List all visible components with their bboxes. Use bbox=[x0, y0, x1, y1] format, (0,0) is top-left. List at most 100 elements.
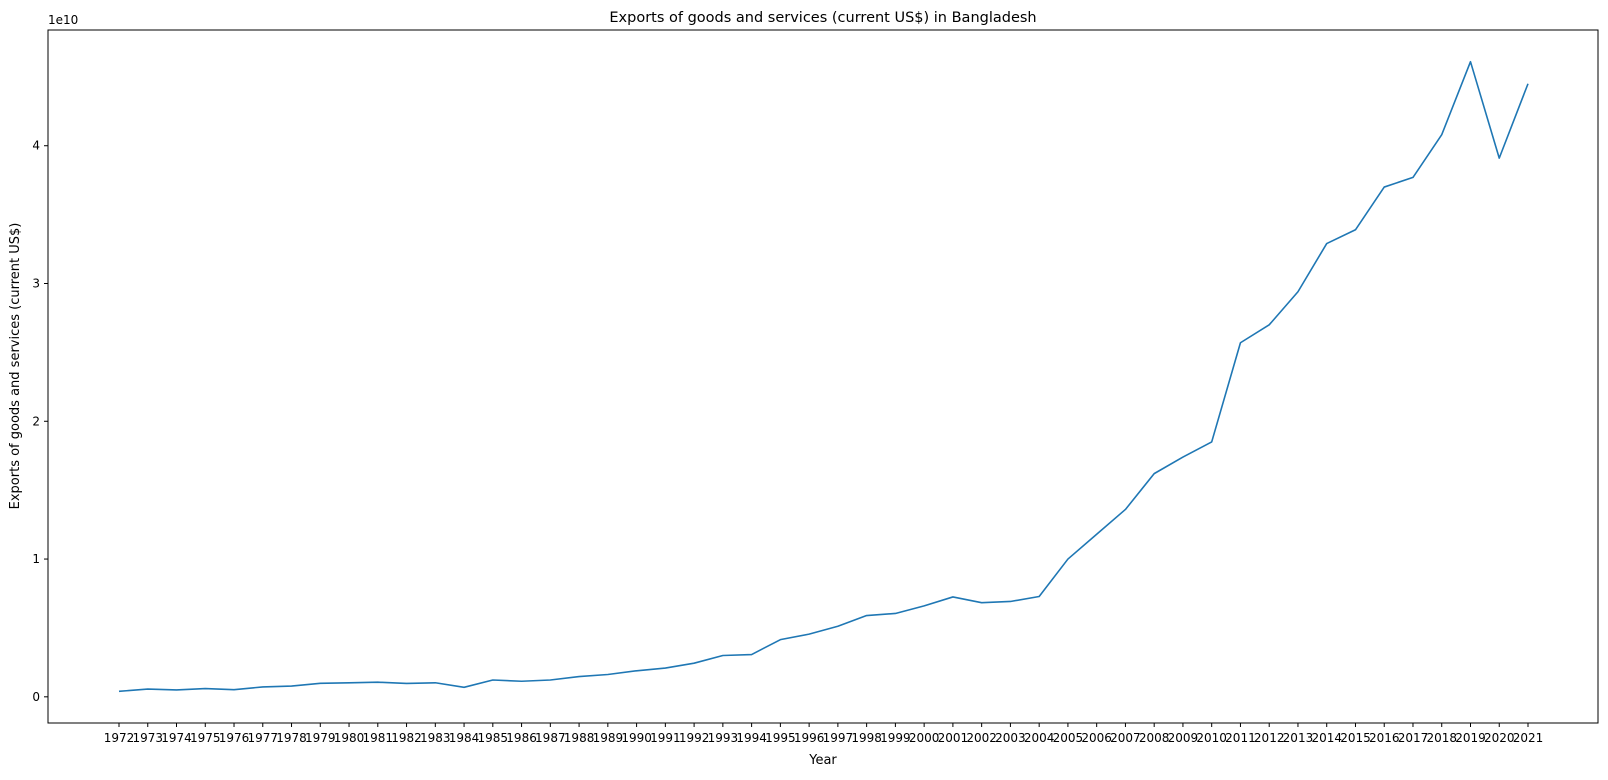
data-point bbox=[1468, 60, 1472, 64]
data-point bbox=[520, 679, 524, 683]
data-point bbox=[1008, 599, 1012, 603]
data-point bbox=[491, 678, 495, 682]
data-point bbox=[146, 687, 150, 691]
x-tick-label: 2011 bbox=[1225, 731, 1256, 745]
x-tick-label: 2019 bbox=[1455, 731, 1486, 745]
data-point bbox=[778, 638, 782, 642]
data-point bbox=[405, 681, 409, 685]
x-tick-label: 1987 bbox=[535, 731, 566, 745]
x-tick-label: 1990 bbox=[621, 731, 652, 745]
data-point bbox=[635, 669, 639, 673]
data-point bbox=[175, 688, 179, 692]
x-tick-label: 1976 bbox=[219, 731, 250, 745]
x-tick-label: 2015 bbox=[1340, 731, 1371, 745]
data-point bbox=[1095, 532, 1099, 536]
data-point bbox=[865, 614, 869, 618]
data-point bbox=[1267, 323, 1271, 327]
x-tick-label: 2021 bbox=[1513, 731, 1544, 745]
y-tick-label: 2 bbox=[32, 414, 40, 428]
x-tick-label: 2009 bbox=[1168, 731, 1199, 745]
x-tick-label: 2020 bbox=[1484, 731, 1515, 745]
x-tick-label: 2018 bbox=[1426, 731, 1457, 745]
data-point bbox=[433, 681, 437, 685]
data-point bbox=[1123, 507, 1127, 511]
x-tick-label: 1985 bbox=[478, 731, 509, 745]
x-tick-label: 1995 bbox=[765, 731, 796, 745]
chart-title: Exports of goods and services (current U… bbox=[609, 10, 1036, 26]
x-tick-label: 2001 bbox=[938, 731, 969, 745]
data-point bbox=[663, 666, 667, 670]
x-tick-label: 1992 bbox=[679, 731, 710, 745]
data-point bbox=[1440, 133, 1444, 137]
x-tick-label: 1986 bbox=[506, 731, 537, 745]
data-point bbox=[836, 624, 840, 628]
x-tick-label: 2007 bbox=[1110, 731, 1141, 745]
x-tick-label: 2017 bbox=[1398, 731, 1429, 745]
x-tick-label: 2006 bbox=[1081, 731, 1112, 745]
x-tick-label: 1975 bbox=[190, 731, 221, 745]
x-tick-label: 1973 bbox=[132, 731, 163, 745]
x-tick-label: 1974 bbox=[161, 731, 192, 745]
data-point bbox=[290, 684, 294, 688]
y-offset-label: 1e10 bbox=[48, 13, 78, 27]
x-tick-label: 1978 bbox=[276, 731, 307, 745]
data-point bbox=[980, 601, 984, 605]
x-tick-label: 1980 bbox=[334, 731, 365, 745]
data-point bbox=[1353, 228, 1357, 232]
data-point bbox=[232, 688, 236, 692]
data-point bbox=[577, 675, 581, 679]
data-point bbox=[376, 680, 380, 684]
x-tick-label: 1994 bbox=[736, 731, 767, 745]
x-tick-label: 2008 bbox=[1139, 731, 1170, 745]
x-tick-label: 1981 bbox=[363, 731, 394, 745]
x-tick-label: 2013 bbox=[1283, 731, 1314, 745]
x-tick-label: 1993 bbox=[708, 731, 739, 745]
data-point bbox=[1181, 455, 1185, 459]
data-point bbox=[1411, 175, 1415, 179]
data-point bbox=[1152, 472, 1156, 476]
x-tick-label: 1998 bbox=[851, 731, 882, 745]
x-tick-label: 1984 bbox=[449, 731, 480, 745]
series-line bbox=[118, 60, 1529, 693]
x-tick-label: 1972 bbox=[104, 731, 135, 745]
x-tick-label: 1977 bbox=[248, 731, 279, 745]
y-axis-label: Exports of goods and services (current U… bbox=[8, 223, 23, 510]
data-point bbox=[1296, 290, 1300, 294]
x-tick-label: 2003 bbox=[995, 731, 1026, 745]
data-point bbox=[261, 685, 265, 689]
x-axis-label: Year bbox=[808, 753, 837, 768]
x-tick-label: 2016 bbox=[1369, 731, 1400, 745]
data-point bbox=[1526, 82, 1530, 86]
data-point bbox=[893, 611, 897, 615]
data-point bbox=[692, 661, 696, 665]
data-point bbox=[117, 689, 121, 693]
y-tick-label: 1 bbox=[32, 552, 40, 566]
data-point bbox=[203, 687, 207, 691]
data-point bbox=[606, 673, 610, 677]
data-point bbox=[1497, 156, 1501, 160]
y-tick-label: 3 bbox=[32, 277, 40, 291]
data-point bbox=[1238, 341, 1242, 345]
x-tick-label: 2012 bbox=[1254, 731, 1285, 745]
x-tick-label: 2000 bbox=[909, 731, 940, 745]
data-point bbox=[1382, 185, 1386, 189]
series-group bbox=[117, 60, 1530, 693]
x-tick-label: 2004 bbox=[1024, 731, 1055, 745]
data-point bbox=[951, 595, 955, 599]
x-tick-label: 1979 bbox=[305, 731, 336, 745]
data-point bbox=[807, 632, 811, 636]
x-tick-label: 2002 bbox=[966, 731, 997, 745]
x-tick-label: 2014 bbox=[1311, 731, 1342, 745]
x-tick-label: 2005 bbox=[1053, 731, 1084, 745]
plot-frame bbox=[47, 29, 1599, 724]
x-tick-label: 2010 bbox=[1196, 731, 1227, 745]
data-point bbox=[462, 685, 466, 689]
x-tick-label: 1997 bbox=[823, 731, 854, 745]
data-point bbox=[1210, 440, 1214, 444]
y-tick-label: 0 bbox=[32, 690, 40, 704]
data-point bbox=[750, 653, 754, 657]
data-point bbox=[1037, 595, 1041, 599]
x-tick-label: 1999 bbox=[880, 731, 911, 745]
data-point bbox=[721, 653, 725, 657]
